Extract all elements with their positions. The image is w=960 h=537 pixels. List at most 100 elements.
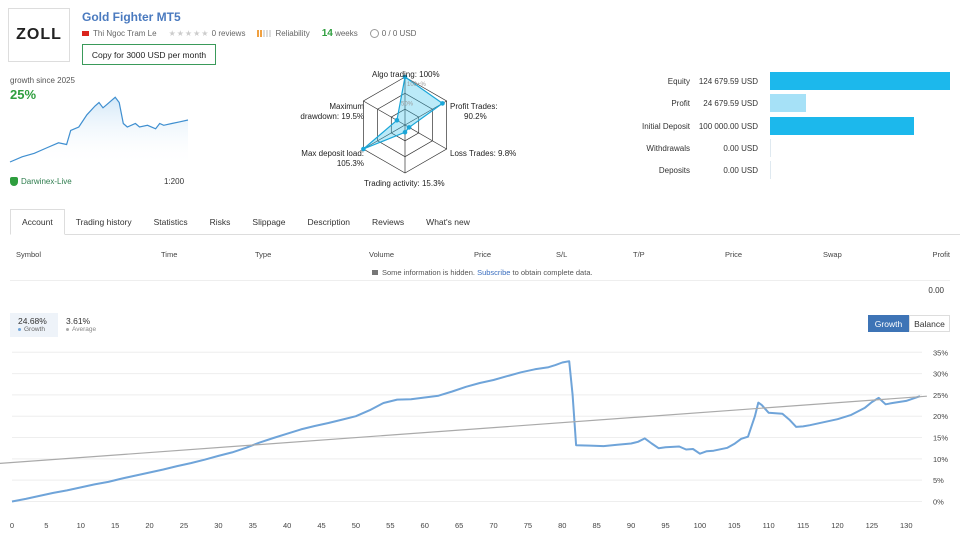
radar-label-profit: Profit Trades: 90.2% [450,102,498,122]
tab-risks[interactable]: Risks [209,217,231,227]
signal-meta: Thi Ngoc Tram Le ★★★★★ 0 reviews Reliabi… [82,28,416,39]
balance-row-value: 100 000.00 USD [698,121,758,131]
weeks-value: 14 [321,28,333,39]
average-stat-value: 3.61% [66,316,91,326]
reviews-count[interactable]: 0 reviews [211,29,246,38]
reviews[interactable]: ★★★★★ 0 reviews [169,29,246,38]
growth-toggle-button[interactable]: Growth [868,315,909,332]
weeks: 14 weeks [322,28,358,39]
balance-row-label: Initial Deposit [641,121,690,131]
x-tick-label: 30 [214,521,222,530]
tab-what-s-new[interactable]: What's new [426,217,470,227]
balance-bar [770,161,771,179]
radar-label-algo: Algo trading: 100% [372,70,440,79]
tab-account[interactable]: Account [10,209,65,235]
subscribers-icon [369,29,379,39]
signal-title[interactable]: Gold Fighter MT5 [82,10,181,24]
column-header-swap[interactable]: Swap [823,250,842,259]
average-line [0,395,927,464]
radar-point [402,74,408,80]
table-divider [10,280,950,281]
broker-name[interactable]: Darwinex-Live [21,177,72,186]
column-header-volume[interactable]: Volume [369,250,395,259]
tab-description[interactable]: Description [307,217,351,227]
x-tick-label: 20 [145,521,153,530]
balance-row-withdrawals: Withdrawals 0.00 USD [620,139,950,157]
balance-bar-track [770,161,950,179]
subscribe-link[interactable]: Subscribe [477,268,511,277]
x-tick-label: 90 [627,521,635,530]
radar-label-activity: Trading activity: 15.3% [364,179,445,188]
column-header-profit[interactable]: Profit [932,250,950,259]
balance-row-label: Withdrawals [646,143,690,153]
balance-row-equity: Equity 124 679.59 USD [620,72,950,90]
radar-label-deposit-load-2: 105.3% [336,159,364,168]
growth-since-value: 25% [10,87,37,102]
x-tick-label: 50 [352,521,360,530]
column-header-type[interactable]: Type [255,250,272,259]
balance-toggle-button[interactable]: Balance [909,315,950,332]
x-tick-label: 65 [455,521,463,530]
tab-reviews[interactable]: Reviews [372,217,405,227]
y-tick-label: 15% [933,434,948,443]
average-stat[interactable]: 3.61% Average [66,316,96,333]
author[interactable]: Thi Ngoc Tram Le [82,29,157,38]
flag-icon [82,31,89,37]
x-tick-label: 125 [866,521,879,530]
tab-statistics[interactable]: Statistics [153,217,188,227]
growth-stat[interactable]: 24.68% Growth [10,313,58,337]
balance-row-label: Equity [667,76,690,86]
x-tick-label: 5 [44,521,48,530]
balance-row-label: Profit [671,98,690,108]
column-header-symbol[interactable]: Symbol [16,250,42,259]
copy-signal-button[interactable]: Copy for 3000 USD per month [82,44,216,65]
trades-table-header: Symbol Time Type Volume Price S/L T/P Price Swap… [10,250,950,262]
x-tick-label: 75 [524,521,532,530]
balance-bar-track [770,117,950,135]
broker-link[interactable]: Darwinex-Live [10,177,72,186]
x-tick-label: 25 [180,521,188,530]
balance-bar-track [770,139,950,157]
y-tick-label: 35% [933,348,948,357]
author-name[interactable]: Thi Ngoc Tram Le [93,29,157,38]
y-tick-label: 30% [933,370,948,379]
radar-value-polygon [363,75,444,150]
lock-icon [372,270,378,275]
radar-ring-label: 100+% [407,82,427,88]
balance-row-profit: Profit 24 679.59 USD [620,94,950,112]
shield-icon [10,177,18,186]
radar-chart: 100+% 50% [361,74,447,174]
y-tick-label: 0% [933,497,944,506]
leverage: 1:200 [164,177,185,186]
column-header-price[interactable]: Price [725,250,743,259]
column-header-s-l[interactable]: S/L [556,250,568,259]
balance-row-value: 124 679.59 USD [698,76,758,86]
y-tick-label: 25% [933,391,948,400]
radar-label-drawdown: Maximum drawdown: 19.5% [296,102,364,122]
reliability-label: Reliability [275,29,310,38]
tab-trading-history[interactable]: Trading history [75,217,132,227]
radar-point [361,146,366,152]
column-header-price[interactable]: Price [474,250,492,259]
broker-logo: ZOLL [8,8,70,62]
radar-spoke [404,124,447,150]
x-tick-label: 0 [10,521,14,530]
x-tick-label: 10 [77,521,85,530]
growth-chart: 0% 5% 10% 15% 20% 25% 30% 35% 0 5 10 15 20 25 30 35 40 45… [0,348,948,530]
reliability-bars-icon [257,30,272,38]
mini-growth-chart [9,96,189,166]
radar-point [406,125,412,130]
x-tick-label: 120 [831,521,844,530]
radar-point [440,101,445,106]
hidden-note-text: Some information is hidden. [382,268,475,277]
star-rating-icon: ★★★★★ [168,29,210,38]
x-tick-label: 80 [558,521,566,530]
average-stat-label-text: Average [72,326,97,333]
column-header-t-p[interactable]: T/P [633,250,645,259]
average-stat-label: Average [66,326,96,333]
tab-slippage[interactable]: Slippage [252,217,286,227]
column-header-time[interactable]: Time [161,250,178,259]
average-dot-icon [66,327,69,331]
radar-point [394,118,400,123]
x-tick-label: 130 [900,521,913,530]
